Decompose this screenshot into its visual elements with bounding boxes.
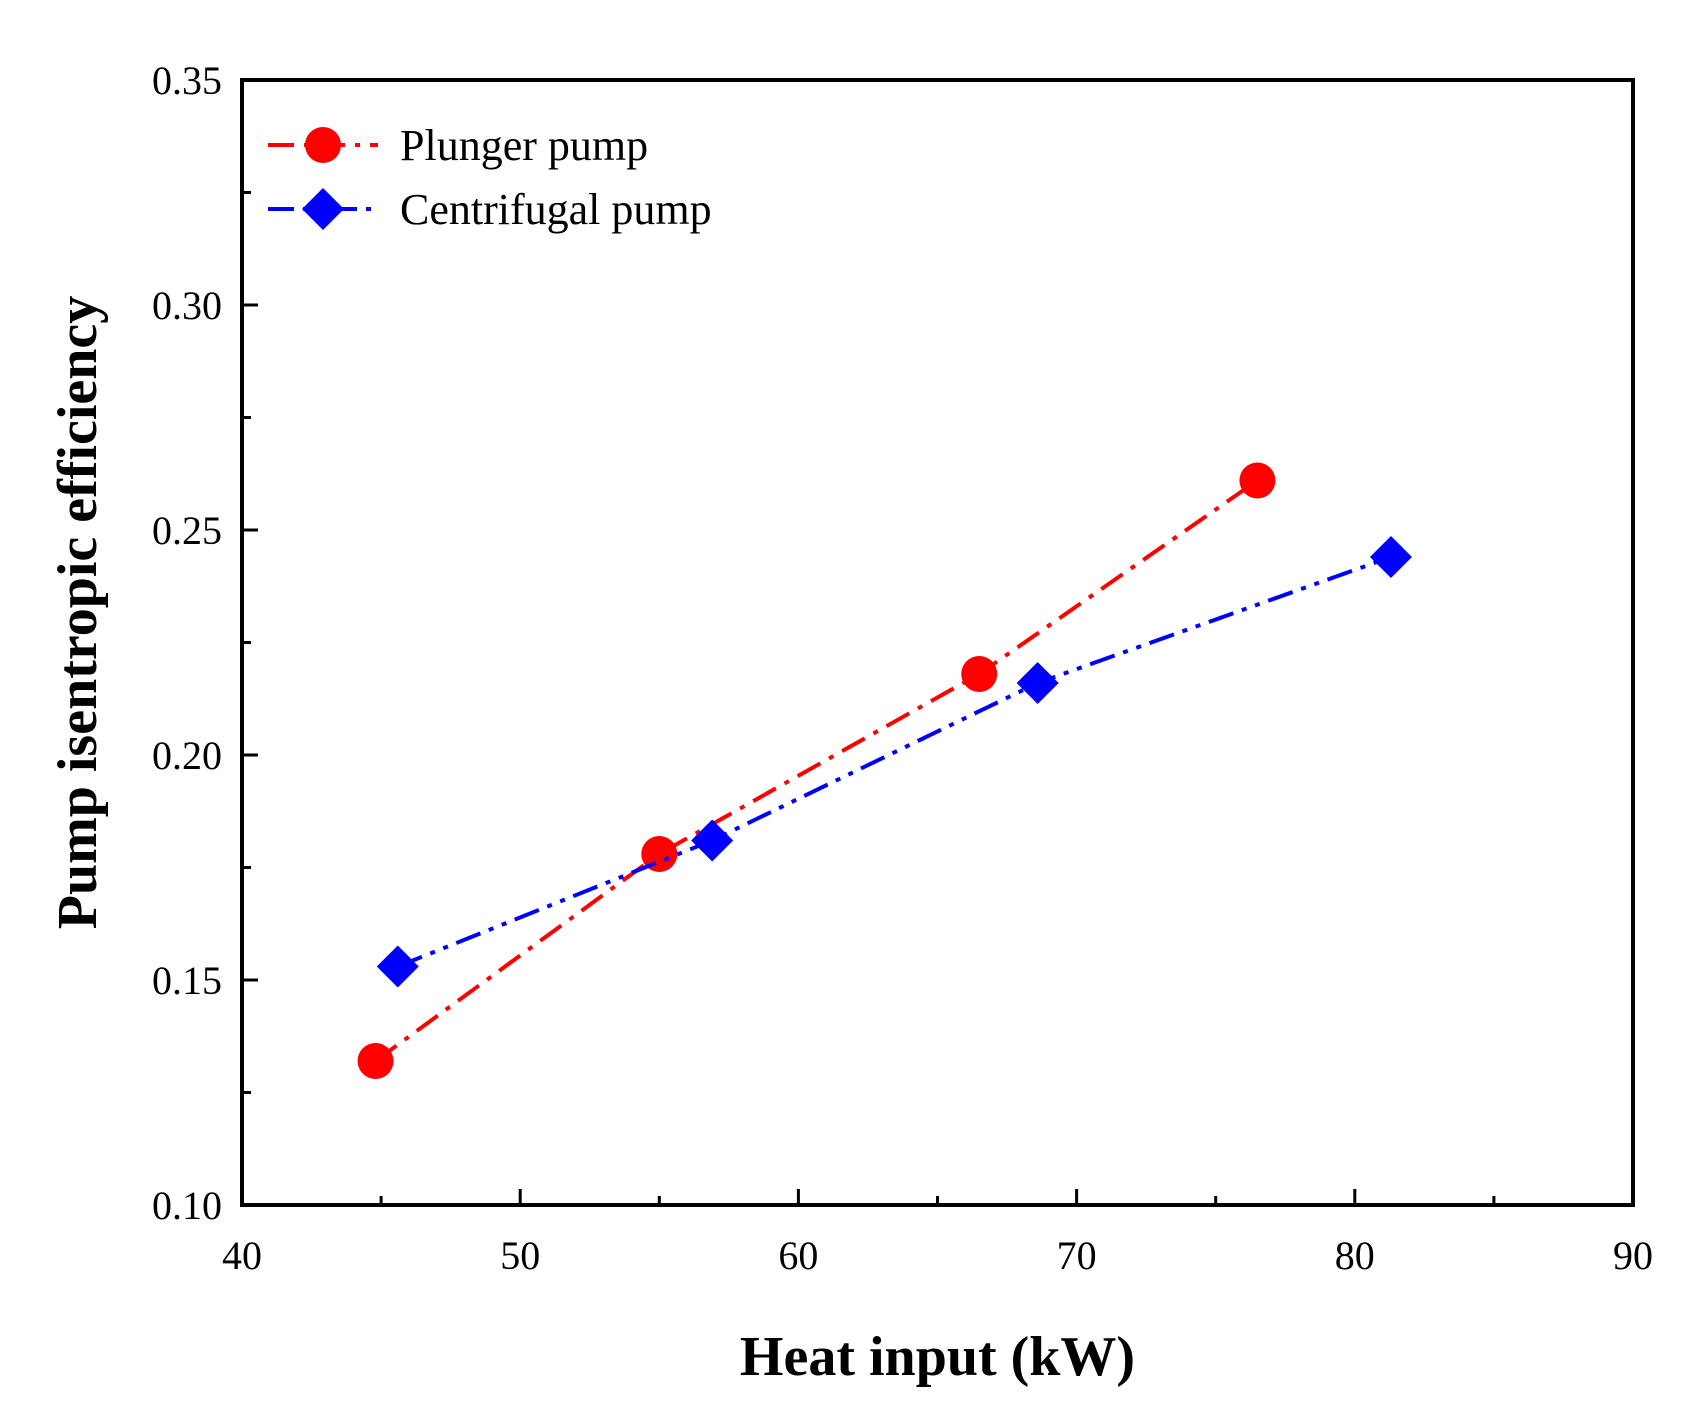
series-line [374, 478, 1259, 1063]
y-axis: 0.10 0.15 0.20 0.25 0.30 0.35 [152, 58, 258, 1228]
data-point [691, 819, 734, 862]
y-tick-label: 0.15 [152, 958, 222, 1003]
data-point [1239, 462, 1276, 499]
data-point [961, 656, 998, 692]
y-tick-label: 0.30 [152, 283, 222, 328]
legend-label: Centrifugal pump [400, 185, 712, 234]
data-point [641, 836, 678, 872]
legend-marker [305, 127, 341, 163]
x-tick-label: 40 [222, 1233, 262, 1278]
x-tick-label: 80 [1335, 1233, 1375, 1278]
series-layer [357, 462, 1412, 1079]
legend: Plunger pump Centrifugal pump [268, 121, 712, 234]
y-tick-label: 0.25 [152, 508, 222, 553]
y-tick-label: 0.20 [152, 733, 222, 778]
y-tick-label: 0.10 [152, 1183, 222, 1228]
legend-marker [302, 188, 344, 230]
data-point [1016, 662, 1059, 704]
data-point [357, 1043, 394, 1079]
x-axis-title: Heat input (kW) [740, 1326, 1135, 1388]
legend-item: Plunger pump [268, 121, 648, 170]
data-point [376, 945, 419, 988]
x-tick-label: 70 [1057, 1233, 1097, 1278]
x-tick-label: 90 [1613, 1233, 1653, 1278]
plot-area-frame [240, 78, 1635, 1207]
series-0 [357, 462, 1276, 1079]
legend-label: Plunger pump [400, 121, 648, 170]
x-axis: 40 50 60 70 80 90 [222, 1189, 1653, 1278]
y-axis-title: Pump isentropic efficiency [47, 296, 109, 930]
x-tick-label: 50 [500, 1233, 540, 1278]
series-1 [376, 536, 1412, 988]
x-tick-label: 60 [778, 1233, 818, 1278]
y-tick-label: 0.35 [152, 58, 222, 103]
data-point [1369, 536, 1412, 578]
legend-item: Centrifugal pump [268, 185, 712, 234]
series-line [397, 555, 1392, 969]
